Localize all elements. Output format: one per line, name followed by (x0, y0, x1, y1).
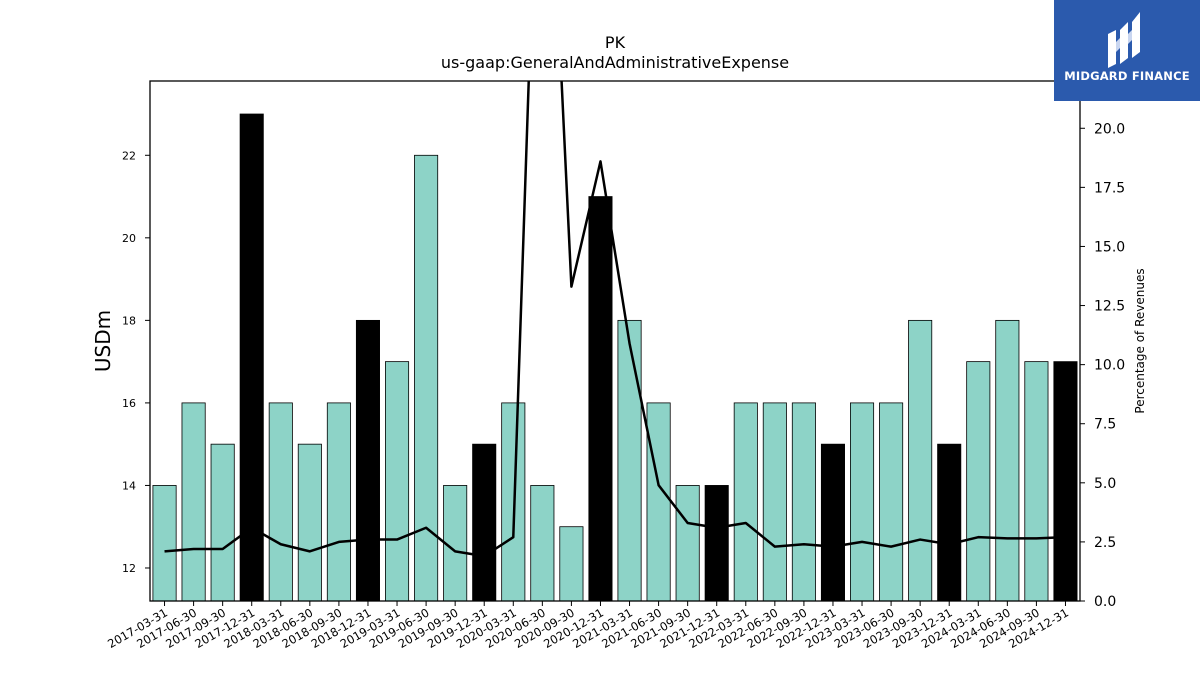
bar-2019-03-31 (385, 361, 410, 601)
y2-tick-label: 12.5 (1094, 299, 1125, 315)
bar-2021-12-31 (704, 485, 729, 601)
bar-2023-03-31 (850, 402, 875, 601)
bar-series (152, 113, 1078, 601)
logo-text: MIDGARD FINANCE (1064, 69, 1190, 83)
bar-2022-09-30 (791, 402, 816, 601)
midgard-finance-logo: MIDGARD FINANCE (1054, 0, 1200, 101)
percentage-line-series (164, 81, 1066, 558)
y-axis-label: USDm (91, 310, 115, 372)
y2-tick-label: 2.5 (1094, 535, 1116, 551)
chart-subtitle: us-gaap:GeneralAndAdministrativeExpense (441, 53, 789, 72)
bar-2021-06-30 (646, 402, 671, 601)
y-tick-label: 20 (122, 232, 136, 245)
percentage-line (164, 81, 1066, 558)
bar-2019-12-31 (472, 443, 497, 601)
bar-2022-06-30 (762, 402, 787, 601)
y2-tick-label: 15.0 (1094, 239, 1125, 255)
y-tick-label: 12 (122, 562, 136, 575)
bar-2024-09-30 (1024, 361, 1049, 601)
y2-tick-label: 10.0 (1094, 358, 1125, 374)
y-tick-label: 16 (122, 397, 136, 410)
bar-2020-12-31 (588, 196, 613, 601)
y2-axis-label: Percentage of Revenues (1133, 268, 1147, 413)
bar-2021-09-30 (675, 485, 700, 601)
bar-2022-12-31 (820, 443, 845, 601)
bar-2024-03-31 (966, 361, 991, 601)
y2-tick-label: 0.0 (1094, 594, 1116, 610)
bar-2017-06-30 (181, 402, 206, 601)
bar-2022-03-31 (733, 402, 758, 601)
bar-2018-12-31 (355, 319, 380, 601)
y2-tick-label: 5.0 (1094, 476, 1116, 492)
y2-tick-label: 17.5 (1094, 180, 1125, 196)
bar-2017-03-31 (152, 485, 177, 601)
y2-tick-label: 7.5 (1094, 417, 1116, 433)
bar-2017-09-30 (210, 443, 235, 601)
bar-2017-12-31 (239, 113, 264, 601)
bar-2024-06-30 (995, 319, 1020, 601)
bar-2020-06-30 (530, 485, 555, 601)
y-tick-label: 22 (122, 149, 136, 162)
bar-2023-12-31 (937, 443, 962, 601)
bar-2018-03-31 (268, 402, 293, 601)
chart-title: PK (605, 33, 626, 52)
y-tick-label: 14 (122, 479, 136, 492)
plot-frame (149, 80, 1081, 602)
bar-2024-12-31 (1053, 361, 1078, 601)
bar-2021-03-31 (617, 319, 642, 601)
y-tick-label: 18 (122, 314, 136, 327)
bar-2018-09-30 (326, 402, 351, 601)
y2-tick-label: 20.0 (1094, 121, 1125, 137)
bar-2023-09-30 (908, 319, 933, 601)
bar-2018-06-30 (297, 443, 322, 601)
bar-2023-06-30 (879, 402, 904, 601)
midgard-logo-icon (1108, 12, 1140, 68)
bar-2020-09-30 (559, 526, 584, 601)
